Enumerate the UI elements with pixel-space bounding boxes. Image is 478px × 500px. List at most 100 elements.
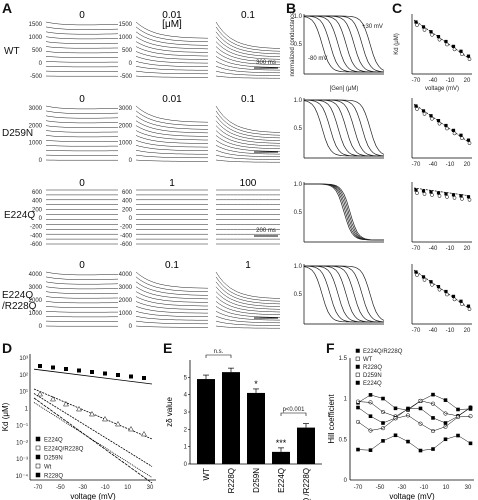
data-point [451, 294, 456, 298]
y-tick-label: 1 [344, 397, 348, 403]
y-tick-label: 3000 [29, 106, 43, 112]
current-trace [45, 301, 118, 304]
x-tick-label: 20 [464, 78, 471, 84]
panel-label-b: B [286, 0, 297, 16]
dose-response-curve [303, 100, 384, 157]
legend-label: WT [363, 357, 373, 363]
y-tick-label: 1.5 [339, 356, 348, 362]
data-point [414, 20, 418, 24]
data-point [436, 119, 441, 123]
bar [247, 392, 265, 464]
y-tick-label: 1.0 [294, 14, 303, 20]
legend-label: Wt [44, 465, 52, 471]
y-tick-label: 400 [122, 199, 133, 205]
current-trace [135, 110, 209, 127]
y-tick-label: 10⁻⁴ [16, 473, 29, 480]
current-trace [135, 70, 208, 75]
data-point [89, 410, 95, 417]
current-trace [45, 276, 119, 280]
data-point [102, 415, 108, 422]
current-trace [215, 130, 281, 147]
data-point [422, 28, 427, 32]
current-trace [215, 36, 281, 57]
y-tick-label: 2000 [29, 298, 43, 304]
current-trace [45, 51, 118, 54]
current-trace [45, 281, 119, 285]
current-trace [45, 61, 118, 63]
x-tick-label: -10 [420, 485, 429, 491]
data-point [451, 44, 456, 48]
data-point [116, 373, 120, 377]
data-point [460, 302, 464, 307]
x-tick-label: -50 [56, 485, 65, 491]
x-tick-label: -50 [376, 485, 385, 491]
y-tick-label: 4000 [119, 272, 133, 278]
current-trace [135, 140, 208, 148]
current-trace [135, 306, 208, 314]
y-tick-label: 0 [39, 61, 43, 67]
dose-response-curve [304, 99, 385, 157]
current-trace [135, 26, 209, 43]
row-label-e224q: E224Q [4, 210, 36, 221]
data-point [421, 109, 426, 113]
current-trace [135, 325, 208, 328]
data-point [50, 395, 56, 402]
data-point [142, 376, 146, 380]
data-point [76, 405, 82, 412]
x-tick-label: -70 [354, 485, 363, 491]
data-point [430, 32, 434, 37]
current-trace [45, 46, 118, 49]
data-point [90, 370, 94, 374]
current-trace [215, 41, 281, 60]
y-tick-label: 1.0 [294, 264, 303, 270]
legend-label: D259N [44, 456, 63, 462]
y-tick-label: -200 [30, 225, 43, 231]
current-trace [45, 70, 118, 72]
panel-label-d: D [2, 340, 13, 356]
y-tick-label: 3000 [119, 106, 133, 112]
row-label-wt: WT [4, 46, 20, 57]
data-point [37, 390, 43, 397]
current-trace [135, 154, 208, 159]
data-point [422, 192, 427, 196]
current-trace [45, 315, 118, 318]
dose-response-curve [304, 15, 385, 71]
y-tick-label: 2000 [29, 123, 43, 129]
bar [272, 451, 290, 464]
data-point [459, 133, 463, 137]
y-tick-label: 10³ [19, 356, 28, 362]
current-trace [215, 65, 280, 74]
current-trace [135, 36, 209, 50]
fit-line [33, 402, 153, 478]
data-point [466, 304, 471, 308]
y-tick-label: 0.5 [294, 210, 303, 216]
current-trace [135, 159, 208, 162]
current-trace [45, 145, 118, 147]
data-point [421, 189, 426, 193]
comparison-bracket [280, 412, 307, 416]
significance-marker: * [254, 379, 258, 389]
current-trace [45, 296, 118, 299]
x-axis-label: [Gen] (μM) [330, 86, 359, 92]
x-tick-label: 20 [464, 162, 471, 168]
data-point [128, 425, 134, 432]
y-tick-label: 0 [344, 478, 348, 484]
current-trace [45, 154, 118, 156]
data-point [466, 54, 471, 58]
current-trace [135, 21, 209, 39]
x-tick-label: -70 [412, 78, 421, 84]
legend-marker [35, 436, 41, 442]
panel-c-kd-voltage: -70 -40 -10 20 voltage (mV) Kd (μM) -70 -40 -10 2… [394, 14, 472, 334]
data-point [77, 368, 81, 373]
data-point [452, 47, 457, 52]
current-trace [135, 135, 209, 144]
fit-line [413, 19, 471, 60]
row-label-e224q-r228q: E224Q /R228Q [2, 290, 37, 312]
fit-line [33, 368, 153, 385]
current-trace [215, 159, 280, 163]
x-tick-label: -30 [78, 485, 87, 491]
y-tick-label: 0.5 [294, 126, 303, 132]
current-trace [135, 281, 208, 296]
dose-response-curve [304, 183, 384, 241]
current-trace [135, 315, 208, 321]
